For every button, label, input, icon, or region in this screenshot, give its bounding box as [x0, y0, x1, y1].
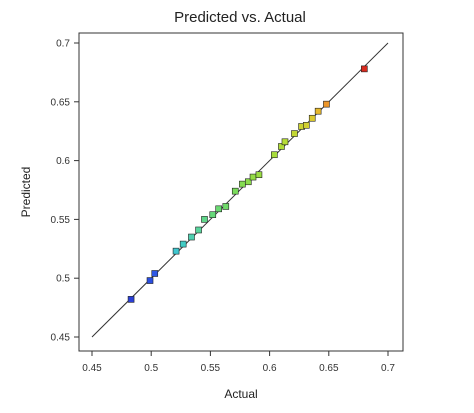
- x-tick-label: 0.5: [144, 363, 158, 374]
- data-point: [271, 151, 278, 159]
- y-axis-label: Predicted: [19, 167, 33, 218]
- chart-title: Predicted vs. Actual: [174, 9, 306, 26]
- data-point: [278, 143, 285, 150]
- data-point: [201, 216, 208, 223]
- data-point: [244, 178, 252, 186]
- data-point: [323, 100, 330, 108]
- x-tick-label: 0.65: [319, 363, 339, 374]
- data-point: [179, 240, 187, 248]
- x-tick-label: 0.6: [263, 363, 277, 374]
- data-point: [127, 296, 135, 303]
- data-point: [314, 107, 322, 115]
- y-tick-label: 0.65: [51, 97, 71, 108]
- data-point: [215, 205, 222, 213]
- y-tick-label: 0.6: [56, 156, 70, 167]
- y-tick-label: 0.55: [51, 215, 71, 226]
- data-point: [188, 233, 195, 241]
- data-point: [239, 180, 246, 188]
- data-point: [151, 270, 159, 277]
- x-axis-label: Actual: [224, 387, 257, 401]
- x-tick-label: 0.55: [201, 363, 221, 374]
- x-tick-label: 0.7: [381, 363, 395, 374]
- y-tick-label: 0.45: [51, 333, 71, 344]
- data-point: [146, 277, 154, 284]
- y-tick-label: 0.7: [56, 39, 70, 50]
- data-points: [127, 65, 368, 303]
- data-point: [255, 171, 263, 179]
- y-tick-label: 0.5: [56, 274, 70, 285]
- data-point: [249, 173, 257, 181]
- data-point: [281, 138, 289, 146]
- x-tick-label: 0.45: [82, 363, 102, 374]
- data-point: [303, 122, 310, 129]
- plot-frame: [78, 32, 404, 352]
- data-point: [222, 203, 230, 210]
- reference-line: [91, 42, 389, 338]
- x-axis: 0.45 0.5 0.55 0.6 0.65 0.7: [82, 351, 395, 374]
- y-axis: 0.45 0.5 0.55 0.6 0.65 0.7: [51, 39, 79, 344]
- data-point: [308, 114, 316, 122]
- data-point: [172, 247, 180, 255]
- data-point: [209, 211, 217, 218]
- data-point: [291, 130, 298, 137]
- data-point: [361, 65, 368, 73]
- data-point: [195, 226, 202, 234]
- data-point: [231, 187, 239, 195]
